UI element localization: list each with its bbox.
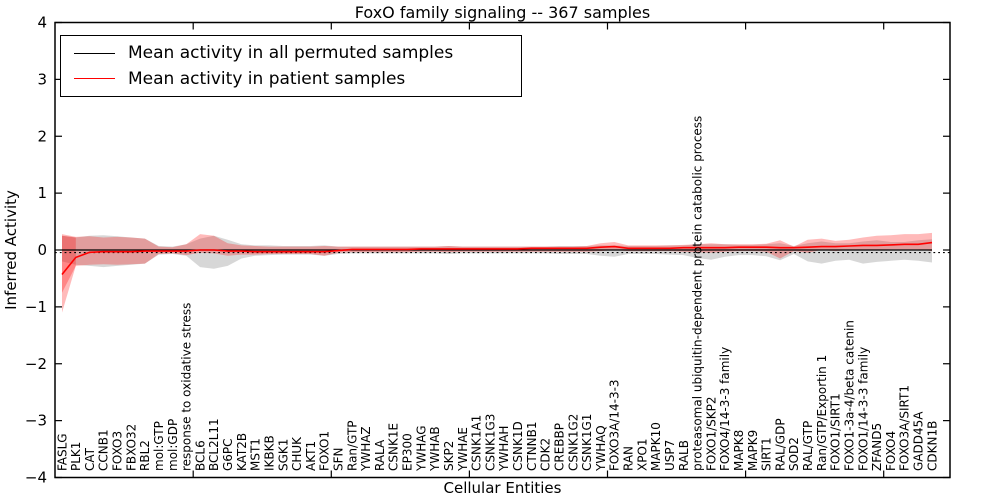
- y-tick-label: 0: [37, 241, 47, 259]
- x-category-label: mol:GDP: [166, 419, 180, 471]
- x-category-label: FOXO3A/SIRT1: [898, 385, 912, 471]
- x-category-label: YWHAZ: [359, 426, 373, 472]
- x-category-label: SFN: [332, 448, 346, 472]
- y-tick-label: 4: [37, 14, 47, 32]
- x-category-label: FOXO4: [884, 431, 898, 471]
- x-category-label: FOXO1/SIRT1: [829, 393, 843, 471]
- x-category-label: RAL/GDP: [773, 418, 787, 471]
- x-category-label: BCL2L11: [207, 418, 221, 471]
- x-category-label: SGK1: [276, 439, 290, 471]
- x-category-label: CSNK1G2: [566, 414, 580, 471]
- legend-line-patient-icon: [74, 78, 115, 80]
- x-category-label: FOXO3A/14-3-3: [608, 379, 622, 471]
- x-category-label: Ran/GTP/Exportin 1: [815, 355, 829, 471]
- x-category-label: CDKN1B: [925, 421, 939, 471]
- x-category-label: EP300: [401, 433, 415, 471]
- x-category-label: BCL6: [193, 440, 207, 471]
- x-category-label: FOXO4/14-3-3 family: [718, 347, 732, 471]
- x-category-label: CSNK1D: [511, 421, 525, 471]
- x-category-label: SIRT1: [760, 437, 774, 471]
- y-tick-label: −4: [25, 469, 47, 487]
- x-category-label: MST1: [249, 438, 263, 471]
- chart-title: FoxO family signaling -- 367 samples: [354, 3, 651, 22]
- x-category-label: YWHAB: [428, 426, 442, 472]
- x-category-label: RALB: [677, 440, 691, 471]
- x-category-label: RAL/GTP: [801, 421, 815, 471]
- x-category-label: ZFAND5: [870, 423, 884, 471]
- y-tick-label: 2: [37, 127, 47, 145]
- x-category-label: GADD45A: [912, 411, 926, 471]
- y-tick-label: −3: [25, 412, 47, 430]
- patient-mean-line: [61, 241, 933, 276]
- y-tick-label: −1: [25, 298, 47, 316]
- x-category-label: SKP2: [442, 441, 456, 471]
- x-category-label: CAT: [83, 447, 97, 471]
- legend-item-patient: Mean activity in patient samples: [74, 68, 521, 89]
- x-category-label: MAPK10: [649, 422, 663, 471]
- x-category-label: FOXO1-3a-4/beta catenin: [843, 320, 857, 471]
- x-axis-label: Cellular Entities: [443, 479, 562, 497]
- x-category-label: YWHAH: [497, 426, 511, 472]
- x-category-label: RAN: [622, 446, 636, 471]
- x-category-label: YWHAG: [414, 425, 428, 472]
- x-category-label: proteasomal ubiquitin-dependent protein …: [691, 116, 705, 471]
- x-category-label: CSNK1G1: [580, 414, 594, 471]
- legend-label-patient: Mean activity in patient samples: [128, 68, 406, 89]
- x-category-label: CREBBP: [553, 423, 567, 471]
- x-category-label: CDK2: [539, 438, 553, 471]
- x-category-label: KAT2B: [235, 433, 249, 471]
- x-category-label: FOXO1/SKP2: [704, 396, 718, 471]
- x-category-label: YWHAE: [456, 427, 470, 472]
- x-category-label: USP7: [663, 440, 677, 471]
- x-category-label: AKT1: [304, 441, 318, 471]
- patient-samples-std-band: [62, 232, 932, 313]
- x-category-label: G6PC: [221, 438, 235, 471]
- x-category-label: Ran/GTP: [345, 420, 359, 471]
- x-category-label: CSNK1A1: [470, 415, 484, 471]
- x-category-label: MAPK9: [746, 430, 760, 471]
- y-axis-label: Inferred Activity: [2, 190, 20, 310]
- legend-line-permuted-icon: [74, 52, 115, 54]
- x-category-label: SOD2: [787, 437, 801, 471]
- x-category-label: FBXO32: [124, 424, 138, 471]
- x-category-label: MAPK8: [732, 430, 746, 471]
- x-category-label: FOXO1/14-3-3 family: [856, 347, 870, 471]
- x-category-label: CHUK: [290, 436, 304, 471]
- y-tick-label: 1: [37, 184, 47, 202]
- x-category-label: mol:GTP: [152, 421, 166, 471]
- x-category-label: IKBKB: [262, 435, 276, 471]
- x-category-label: RALA: [373, 439, 387, 471]
- legend-label-permuted: Mean activity in all permuted samples: [128, 42, 454, 63]
- x-category-label: RBL2: [138, 440, 152, 471]
- x-category-label: FASLG: [55, 433, 69, 471]
- x-category-label: CTNNB1: [525, 421, 539, 471]
- x-category-label: FOXO1: [318, 431, 332, 471]
- x-category-label: CSNK1G3: [483, 414, 497, 471]
- x-category-label: XPO1: [635, 438, 649, 471]
- y-tick-label: 3: [37, 70, 47, 88]
- x-category-label: response to oxidative stress: [180, 303, 194, 471]
- x-category-label: YWHAQ: [594, 425, 608, 472]
- x-category-label: CSNK1E: [387, 423, 401, 471]
- x-category-label: CCNB1: [97, 429, 111, 471]
- chart-legend: Mean activity in all permuted samples Me…: [60, 35, 522, 97]
- y-tick-label: −2: [25, 355, 47, 373]
- legend-item-permuted: Mean activity in all permuted samples: [74, 44, 521, 63]
- x-category-label: FOXO3: [111, 431, 125, 471]
- x-category-label: PLK1: [69, 442, 83, 471]
